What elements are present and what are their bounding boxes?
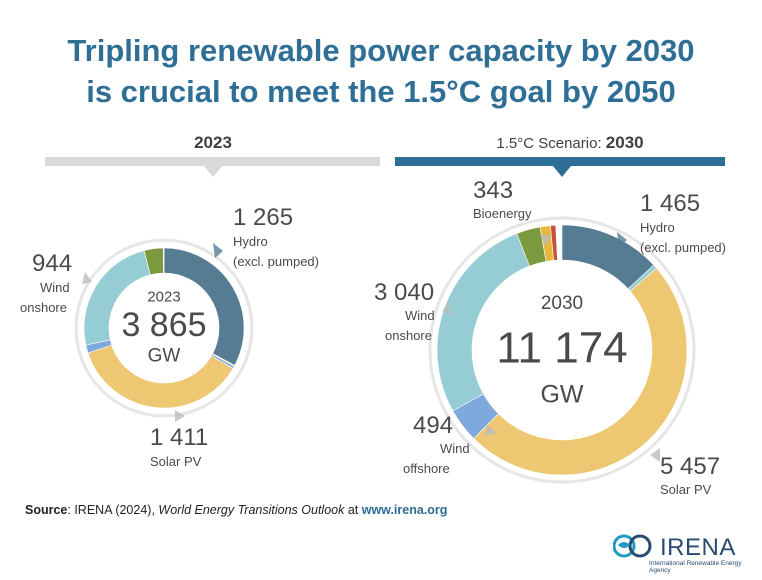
value-label-2030-wind_onshore: 3 040 — [374, 279, 434, 306]
category-label-2030-wind_offshore-1: offshore — [403, 461, 450, 476]
header-right: 1.5°C Scenario: 2030 — [470, 133, 670, 153]
callout-arrow-0-0 — [213, 243, 223, 258]
slice-2030-solar — [473, 267, 688, 476]
callout-arrow-1-1 — [650, 448, 660, 462]
slice-2023-other_yellow — [163, 247, 165, 274]
header-notch-left — [204, 166, 222, 177]
category-label-2023-solar-0: Solar PV — [150, 454, 202, 469]
logo-word: IRENA — [660, 534, 736, 561]
center-total-1: 11 174 — [496, 324, 627, 373]
center-year-0: 2023 — [147, 289, 180, 306]
category-label-2030-wind_offshore-0: Wind — [440, 441, 470, 456]
header-right-prefix: 1.5°C Scenario: — [496, 135, 606, 152]
category-label-2030-solar-0: Solar PV — [660, 482, 712, 497]
globe-icon — [613, 534, 652, 558]
header-notch-right — [553, 166, 571, 177]
source-note: Source: IRENA (2024), World Energy Trans… — [25, 503, 447, 517]
header-bar-right — [395, 157, 725, 166]
header-left-year: 2023 — [194, 133, 232, 152]
value-label-2030-hydro: 1 465 — [640, 190, 700, 217]
logo-subtitle: International Renewable Energy Agency — [649, 560, 742, 574]
center-year-1: 2030 — [541, 293, 583, 314]
outer-ring-1 — [428, 216, 696, 484]
header-left: 2023 — [170, 133, 256, 153]
category-label-2023-hydro-1: (excl. pumped) — [233, 254, 319, 269]
source-publication: World Energy Transitions Outlook — [158, 503, 345, 517]
slice-2030-other_red — [550, 224, 558, 261]
category-label-2030-wind_onshore-1: onshore — [385, 328, 432, 343]
center-unit-1: GW — [540, 381, 583, 409]
outer-ring-0 — [74, 238, 254, 418]
category-label-2023-wind_onshore-0: Wind — [40, 280, 70, 295]
chart-title: Tripling renewable power capacity by 203… — [0, 30, 762, 112]
category-label-2030-hydro-0: Hydro — [640, 220, 675, 235]
category-label-2023-hydro-0: Hydro — [233, 234, 268, 249]
center-unit-0: GW — [148, 346, 181, 367]
category-label-2030-hydro-1: (excl. pumped) — [640, 240, 726, 255]
value-label-2023-solar: 1 411 — [150, 424, 208, 451]
value-label-2030-solar: 5 457 — [660, 453, 720, 480]
value-label-2023-wind_onshore: 944 — [32, 250, 72, 277]
callout-arrow-0-2 — [82, 272, 92, 284]
callout-arrow-1-4 — [540, 234, 552, 246]
title-line-2: is crucial to meet the 1.5°C goal by 205… — [86, 74, 676, 109]
value-label-2023-hydro: 1 265 — [233, 204, 293, 231]
source-text-2: at — [344, 503, 362, 517]
category-label-2030-wind_onshore-0: Wind — [405, 308, 435, 323]
header-right-year: 2030 — [605, 133, 644, 152]
source-label: Source — [25, 503, 68, 517]
callout-arrow-1-3 — [442, 302, 452, 315]
callout-arrow-1-0 — [617, 232, 627, 247]
header-bar-left — [45, 157, 380, 166]
value-label-2030-bioenergy: 343 — [473, 177, 513, 204]
title-line-1: Tripling renewable power capacity by 203… — [67, 33, 695, 68]
slice-2030-wind_onshore — [436, 233, 530, 412]
callout-arrow-1-2 — [485, 425, 497, 436]
center-total-0: 3 865 — [121, 306, 206, 344]
source-url[interactable]: www.irena.org — [361, 503, 448, 517]
source-text-1: : IRENA (2024), — [67, 503, 159, 517]
category-label-2030-bioenergy-0: Bioenergy — [473, 206, 532, 221]
value-label-2030-wind_offshore: 494 — [413, 412, 453, 439]
category-label-2023-wind_onshore-1: onshore — [20, 300, 67, 315]
callout-arrow-0-1 — [175, 410, 185, 422]
